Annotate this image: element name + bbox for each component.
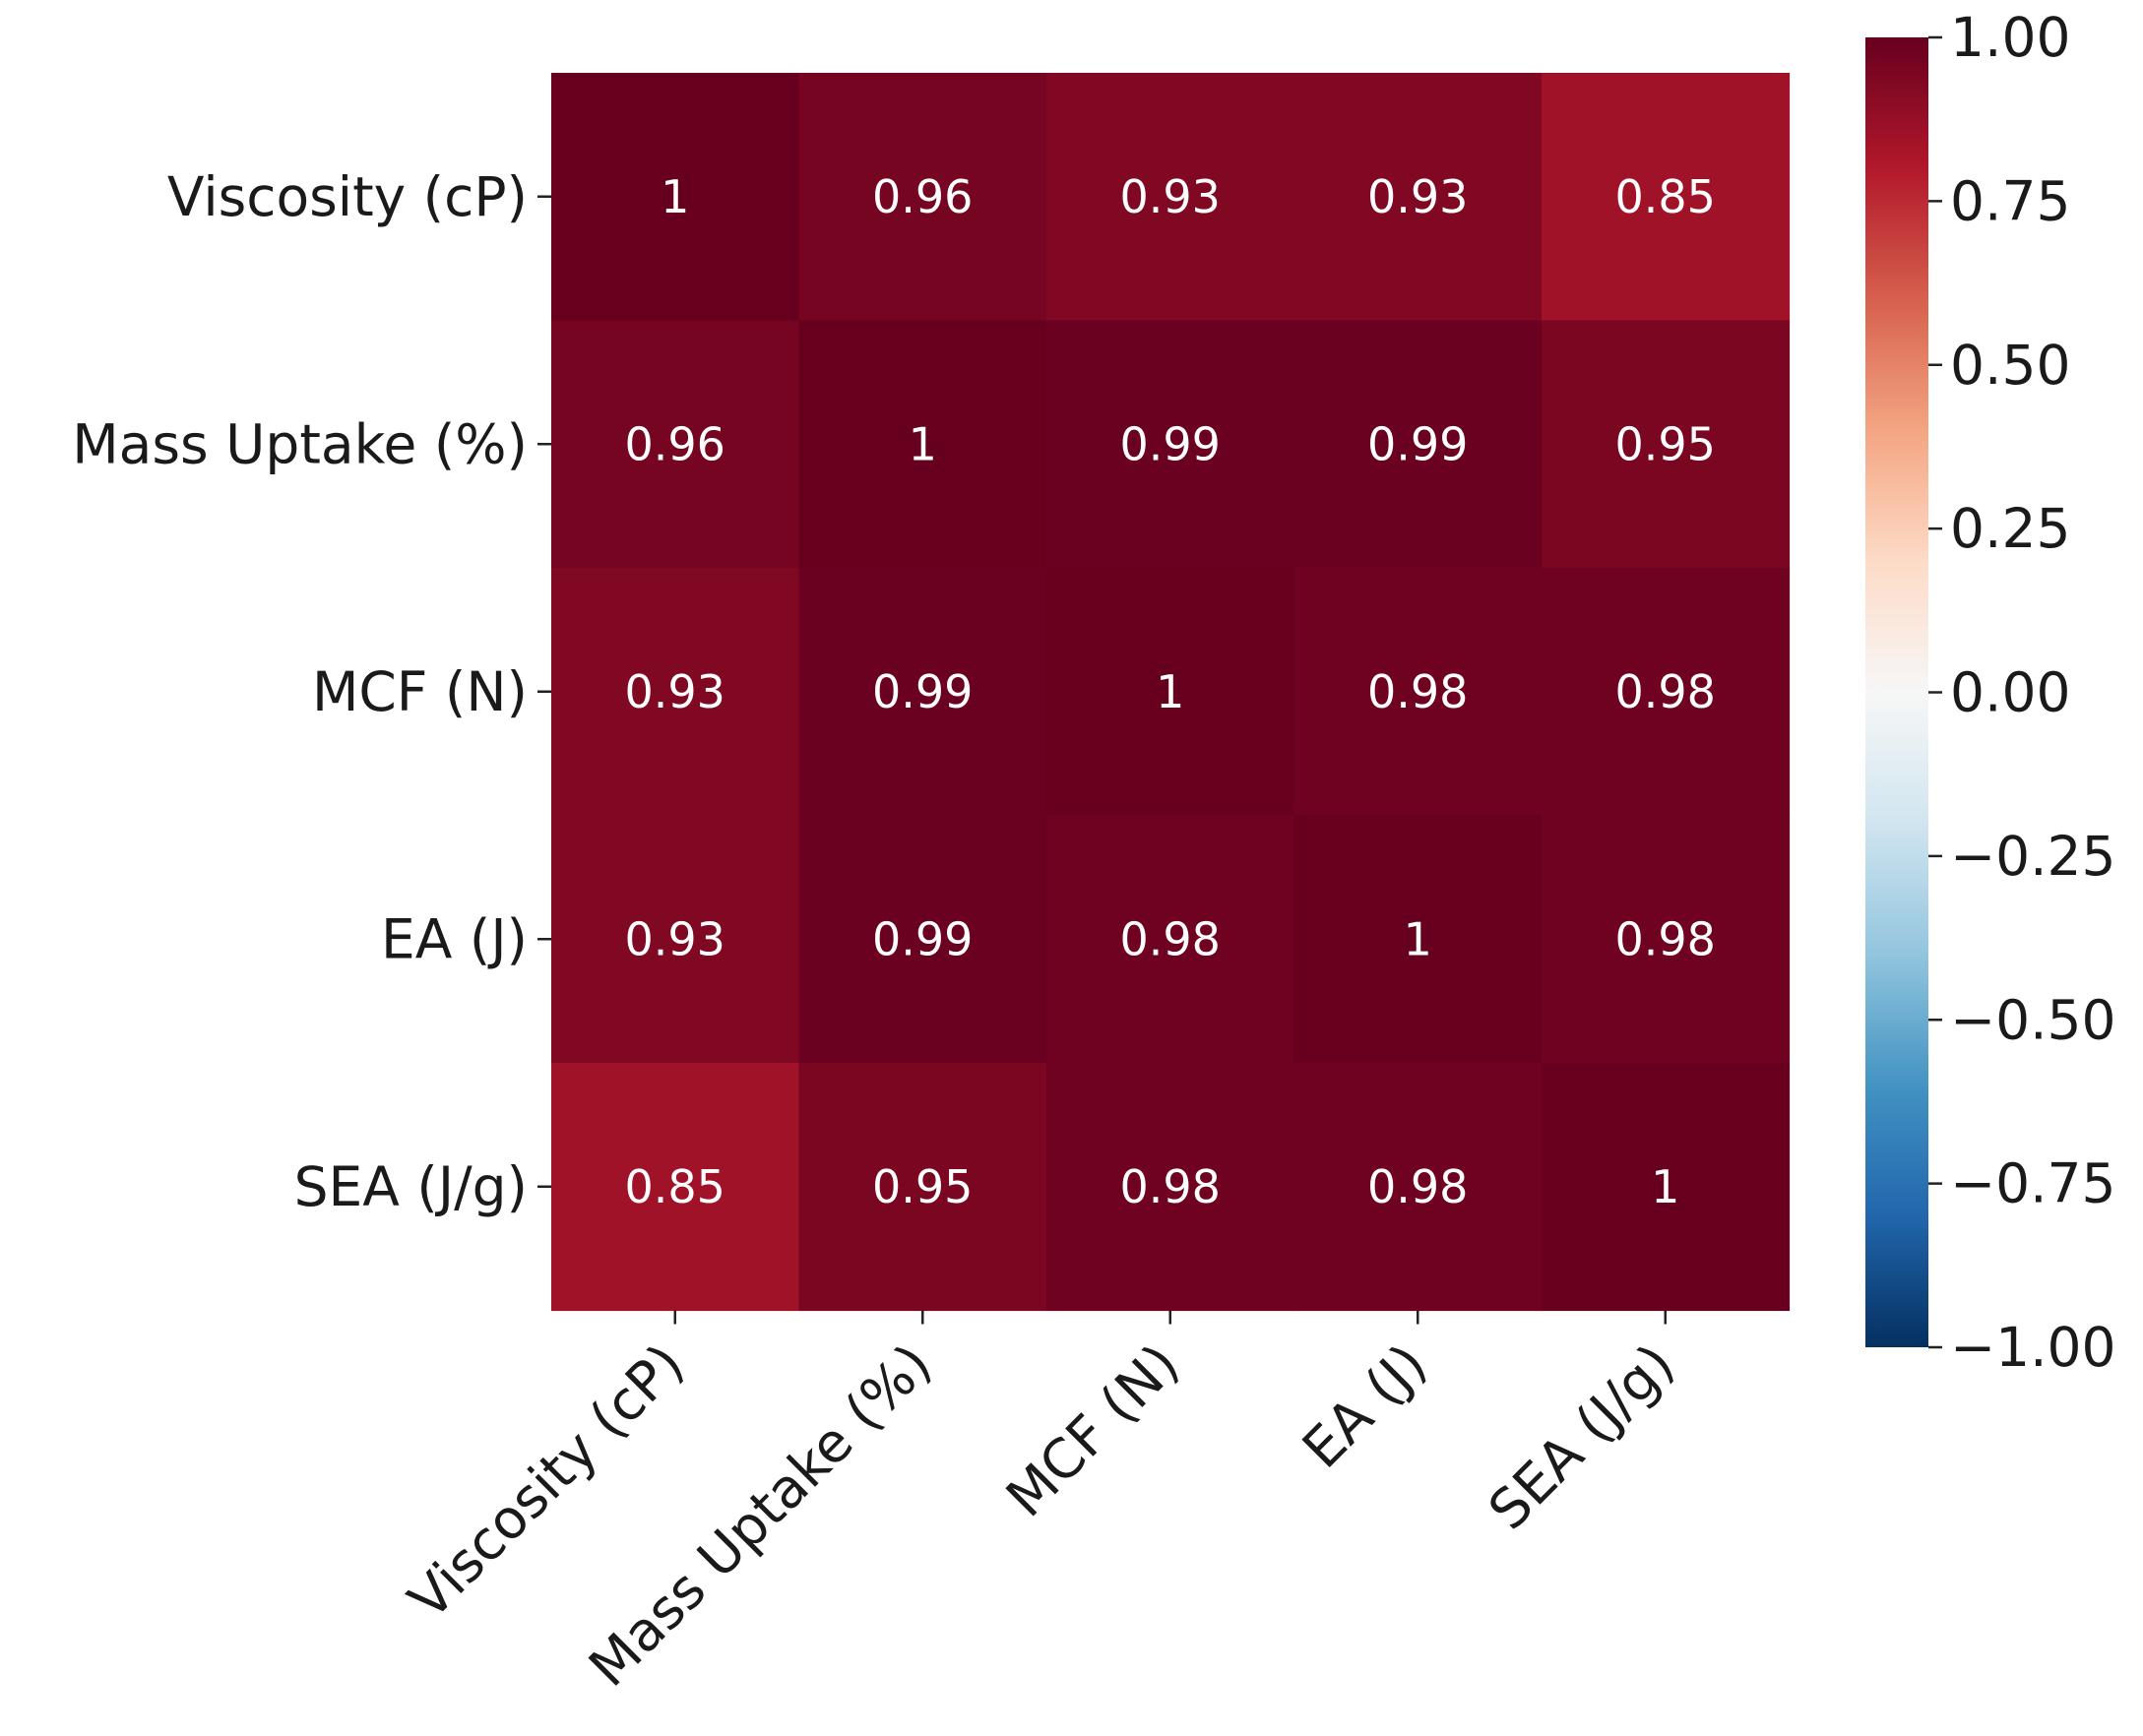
colorbar: 1.00 0.75 0.50 0.25 0.00 −0.25 −0.50 −0.75 −1.00 bbox=[1865, 6, 2116, 1379]
colorbar-tick-label: 0.25 bbox=[1950, 497, 2070, 560]
x-tick-label: SEA (J/g) bbox=[1477, 1332, 1686, 1541]
heatmap-cell bbox=[551, 815, 800, 1064]
cell-value-label: 0.98 bbox=[1367, 665, 1468, 718]
cell-annotations: 1 0.96 0.93 0.93 0.85 0.96 1 0.99 0.99 0.95 0.93 0.… bbox=[625, 170, 1716, 1213]
y-tick-label: Viscosity (cP) bbox=[167, 165, 528, 228]
heatmap-cell bbox=[551, 73, 800, 322]
cell-value-label: 0.98 bbox=[1615, 912, 1716, 965]
heatmap-cell bbox=[1542, 568, 1791, 817]
heatmap-cell bbox=[1542, 1063, 1791, 1312]
cell-value-label: 0.99 bbox=[1120, 417, 1221, 470]
colorbar-tick-label: 0.50 bbox=[1950, 334, 2070, 397]
colorbar-tick-label: 1.00 bbox=[1950, 6, 2070, 69]
cell-value-label: 1 bbox=[909, 417, 937, 470]
heatmap-cell bbox=[1293, 568, 1543, 817]
heatmap-cell bbox=[798, 568, 1047, 817]
heatmap-cell bbox=[1293, 1063, 1543, 1312]
cell-value-label: 0.98 bbox=[1615, 665, 1716, 718]
heatmap-cell bbox=[1046, 320, 1295, 569]
colorbar-tick-label: 0.75 bbox=[1950, 169, 2070, 232]
cell-value-label: 0.96 bbox=[872, 170, 973, 223]
cell-value-label: 1 bbox=[1404, 912, 1432, 965]
cell-value-label: 1 bbox=[1651, 1160, 1679, 1213]
colorbar-tick-label: −0.75 bbox=[1950, 1152, 2116, 1215]
heatmap-cell bbox=[798, 320, 1047, 569]
heatmap-cell bbox=[1046, 73, 1295, 322]
y-axis-tick-labels: Viscosity (cP) Mass Uptake (%) MCF (N) EA (… bbox=[72, 165, 551, 1218]
cell-value-label: 0.93 bbox=[625, 665, 725, 718]
cell-value-label: 0.85 bbox=[625, 1160, 725, 1213]
heatmap-cell bbox=[551, 320, 800, 569]
cell-value-label: 0.98 bbox=[1120, 912, 1221, 965]
y-tick-label: MCF (N) bbox=[312, 660, 528, 723]
heatmap-cell bbox=[1046, 568, 1295, 817]
heatmap-cell bbox=[551, 1063, 800, 1312]
heatmap-cells bbox=[551, 73, 1791, 1312]
cell-value-label: 1 bbox=[1156, 665, 1184, 718]
y-tick-label: SEA (J/g) bbox=[294, 1155, 528, 1218]
cell-value-label: 0.95 bbox=[872, 1160, 973, 1213]
cell-value-label: 0.99 bbox=[872, 912, 973, 965]
y-tick-label: Mass Uptake (%) bbox=[72, 412, 528, 475]
heatmap-cell bbox=[1293, 815, 1543, 1064]
cell-value-label: 0.85 bbox=[1615, 170, 1716, 223]
cell-value-label: 0.98 bbox=[1367, 1160, 1468, 1213]
heatmap-cell bbox=[1293, 320, 1543, 569]
y-tick-label: EA (J) bbox=[381, 907, 528, 970]
cell-value-label: 0.95 bbox=[1615, 417, 1716, 470]
cell-value-label: 0.93 bbox=[1120, 170, 1221, 223]
x-tick-label: EA (J) bbox=[1291, 1332, 1439, 1480]
cell-value-label: 0.93 bbox=[1367, 170, 1468, 223]
heatmap-cell bbox=[551, 568, 800, 817]
cell-value-label: 0.98 bbox=[1120, 1160, 1221, 1213]
cell-value-label: 0.99 bbox=[1367, 417, 1468, 470]
colorbar-gradient bbox=[1865, 37, 1928, 1347]
heatmap-cell bbox=[1293, 73, 1543, 322]
colorbar-tick-label: −1.00 bbox=[1950, 1316, 2116, 1379]
heatmap-cell bbox=[1046, 815, 1295, 1064]
x-tick-label: MCF (N) bbox=[994, 1332, 1191, 1528]
heatmap-cell bbox=[798, 73, 1047, 322]
heatmap-cell bbox=[1542, 815, 1791, 1064]
colorbar-tick-label: −0.25 bbox=[1950, 825, 2116, 888]
x-axis-tick-labels: Viscosity (cP)Mass Uptake (%) MCF (N) EA (… bbox=[397, 1310, 1686, 1699]
heatmap-cell bbox=[1542, 73, 1791, 322]
heatmap-cell bbox=[798, 815, 1047, 1064]
colorbar-tick-label: 0.00 bbox=[1950, 661, 2070, 724]
cell-value-label: 1 bbox=[661, 170, 689, 223]
heatmap-cell bbox=[798, 1063, 1047, 1312]
cell-value-label: 0.93 bbox=[625, 912, 725, 965]
cell-value-label: 0.99 bbox=[872, 665, 973, 718]
cell-value-label: 0.96 bbox=[625, 417, 725, 470]
colorbar-tick-label: −0.50 bbox=[1950, 988, 2116, 1051]
heatmap-cell bbox=[1046, 1063, 1295, 1312]
heatmap-cell bbox=[1542, 320, 1791, 569]
